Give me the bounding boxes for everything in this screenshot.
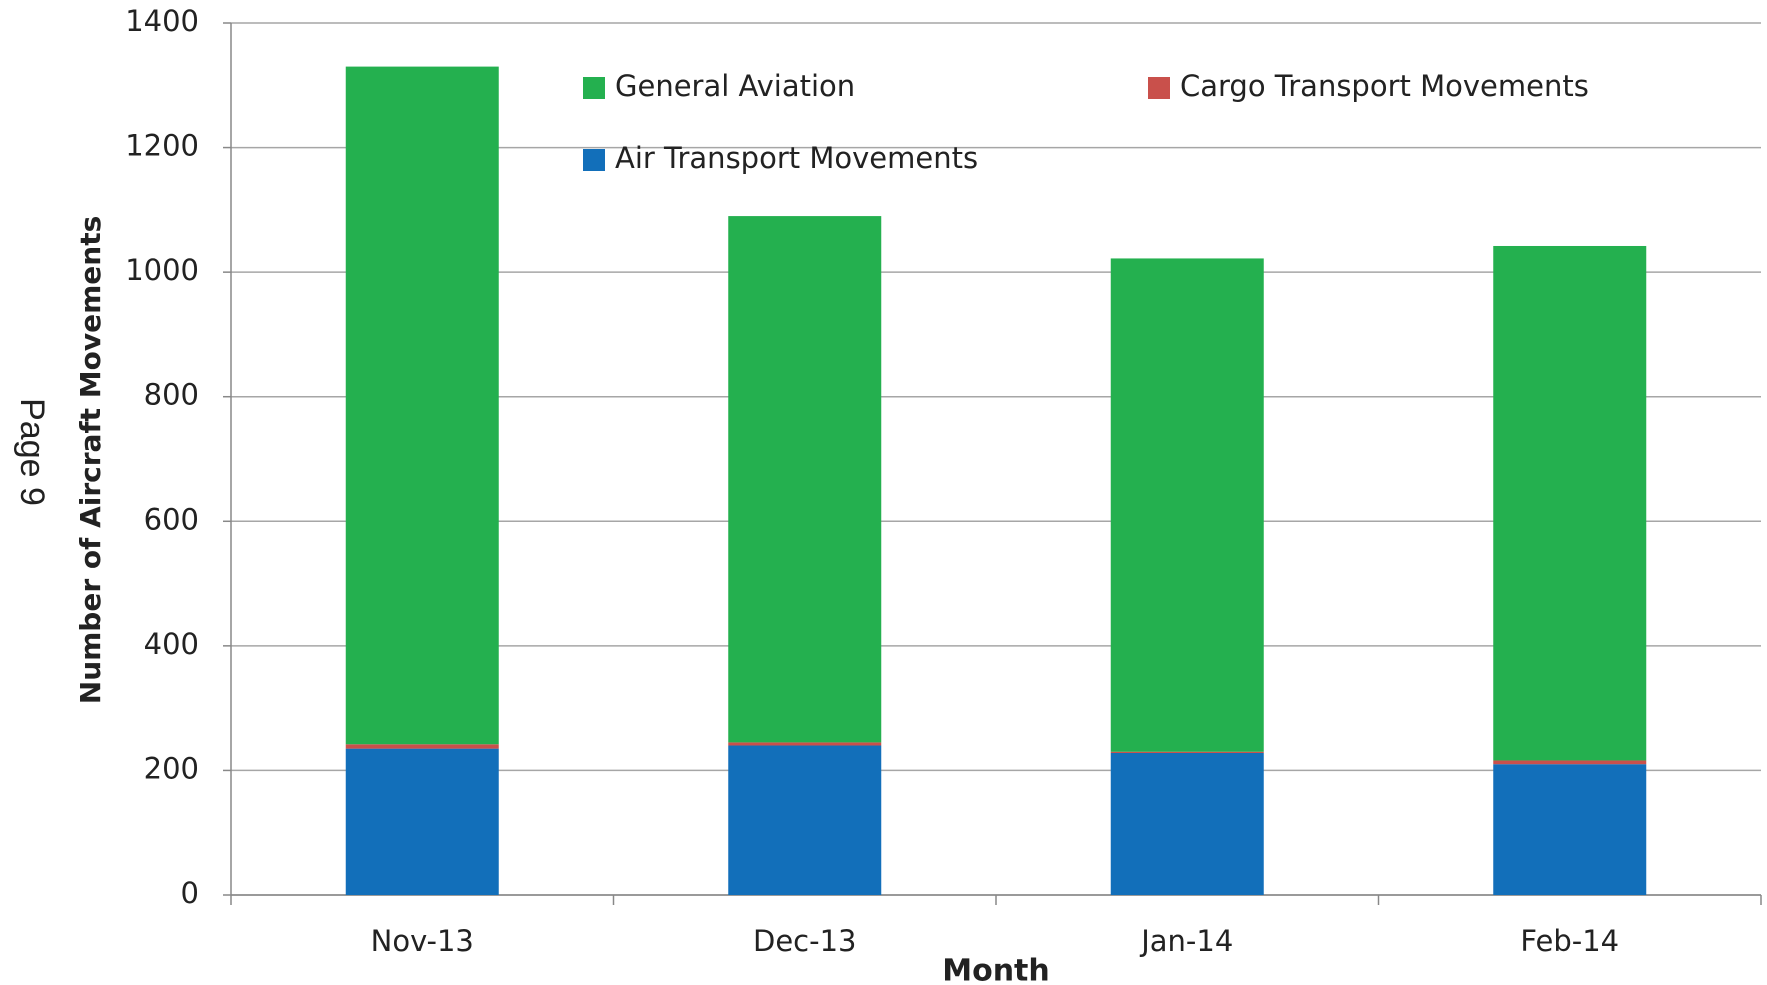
y-tick-label: 800 [144, 378, 199, 412]
bar-segment [1493, 764, 1647, 895]
y-tick-label: 400 [144, 627, 199, 661]
y-tick-label: 1200 [125, 129, 199, 163]
legend-swatch [1148, 77, 1170, 99]
x-tick-label: Dec-13 [753, 924, 856, 958]
bar-segment [345, 66, 499, 745]
bar-segment [345, 744, 499, 749]
x-tick-label: Feb-14 [1520, 924, 1619, 958]
legend-label: Cargo Transport Movements [1180, 69, 1589, 103]
y-tick-label: 1400 [125, 4, 199, 38]
y-axis-label: Number of Aircraft Movements [74, 216, 107, 704]
x-tick-label: Jan-14 [1139, 924, 1233, 958]
bar-segment [1493, 760, 1647, 765]
y-tick-label: 1000 [125, 253, 199, 287]
x-tick-label: Nov-13 [371, 924, 474, 958]
bar-segment [1110, 751, 1264, 753]
bar-segment [1110, 752, 1264, 895]
bar-segment [1493, 245, 1647, 761]
y-tick-label: 600 [144, 502, 199, 536]
legend-swatch [583, 149, 605, 171]
bar-segment [1110, 258, 1264, 752]
legend-swatch [583, 77, 605, 99]
x-axis-label: Month [942, 954, 1050, 985]
bar-segment [728, 742, 882, 746]
bar-segment [345, 748, 499, 895]
y-tick-label: 200 [144, 751, 199, 785]
bar-segment [728, 745, 882, 895]
legend-label: Air Transport Movements [615, 141, 978, 175]
legend-label: General Aviation [615, 69, 855, 103]
bar-segment [728, 216, 882, 743]
page-label: Page 9 [13, 398, 51, 506]
y-tick-label: 0 [181, 876, 199, 910]
